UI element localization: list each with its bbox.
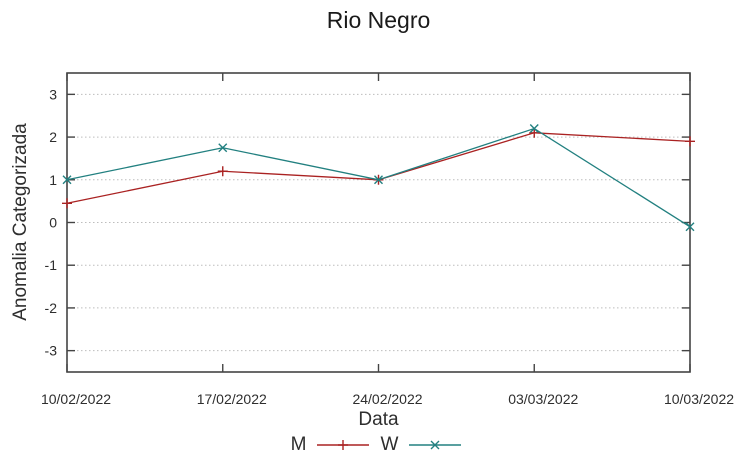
series-marker-M [62,198,72,209]
legend-item-W: W [380,434,462,456]
legend-sample-W [409,440,462,450]
y-tick-label: -1 [45,257,58,273]
legend-sample-M [317,440,370,450]
series-marker-W [374,175,383,185]
legend-label-W: W [380,434,399,455]
x-tick-label: 10/03/2022 [664,391,734,407]
chart-title: Rio Negro [326,7,431,33]
series-marker-W [218,143,228,153]
x-tick-label: 10/02/2022 [41,391,111,407]
series-marker-M [217,166,228,177]
series-marker-W [685,222,695,232]
y-tick-label: 2 [49,129,57,145]
y-tick-label: 3 [49,86,57,102]
y-tick-label: -3 [45,343,58,359]
series-marker-W [62,175,72,185]
x-tick-label: 17/02/2022 [197,391,267,407]
x-axis-title: Data [358,409,399,430]
y-tick-label: -2 [45,300,58,316]
y-tick-label: 1 [49,172,57,188]
legend-label-M: M [290,434,307,455]
y-tick-label: 0 [49,215,57,231]
x-tick-label: 24/02/2022 [352,391,422,407]
series-marker-M [685,136,695,147]
legend-item-M: M [291,434,371,456]
x-tick-label: 03/03/2022 [508,391,578,407]
plot-border [66,72,691,373]
series-marker-W [529,124,539,134]
